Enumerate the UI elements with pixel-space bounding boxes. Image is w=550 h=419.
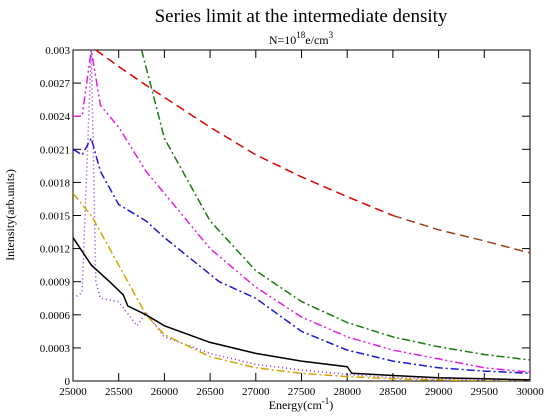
y-tick-label: 0.0003	[40, 343, 71, 355]
series-line	[140, 50, 530, 361]
y-axis-label: Intensity(arb.units)	[3, 169, 17, 261]
series-line	[73, 50, 530, 373]
subtitle-unit: e/cm	[305, 33, 329, 47]
y-tick-label: 0.0006	[40, 310, 71, 322]
subtitle-exp: 18	[296, 30, 306, 40]
series-line	[73, 136, 530, 375]
x-tick-label: 29000	[425, 386, 453, 398]
series-line	[73, 237, 530, 381]
x-tick-label: 27500	[288, 386, 316, 398]
chart-subtitle: N=1018e/cm3	[269, 30, 334, 47]
y-tick-label: 0.0027	[40, 78, 71, 90]
y-tick-label: 0.0024	[40, 111, 71, 123]
xlabel-base: Energy(cm	[269, 398, 323, 412]
xlabel-close: )	[329, 398, 333, 412]
y-tick-label: 0.0021	[40, 144, 70, 156]
y-tick-label: 0.0009	[40, 277, 71, 289]
series-line	[73, 192, 530, 381]
x-tick-label: 25000	[59, 386, 87, 398]
xlabel-exp: -1	[322, 396, 330, 406]
x-tick-label: 25500	[105, 386, 133, 398]
series-line	[73, 50, 530, 381]
x-tick-label: 30000	[516, 386, 544, 398]
y-tick-label: 0.003	[45, 45, 70, 57]
series-line	[392, 214, 530, 254]
x-tick-label: 29500	[471, 386, 499, 398]
y-tick-label: 0.0015	[40, 211, 71, 223]
x-tick-label: 26000	[151, 386, 179, 398]
y-tick-label: 0.0012	[40, 244, 70, 256]
plot-lines	[73, 50, 530, 381]
subtitle-unit-exp: 3	[329, 30, 334, 40]
x-tick-label: 27000	[242, 386, 270, 398]
x-axis-label: Energy(cm-1)	[269, 396, 334, 412]
chart-title: Series limit at the intermediate density	[155, 6, 448, 27]
y-tick-label: 0.0018	[40, 177, 71, 189]
series-line	[95, 50, 394, 217]
x-tick-label: 28000	[333, 386, 361, 398]
x-tick-label: 26500	[196, 386, 224, 398]
x-tick-label: 28500	[379, 386, 407, 398]
y-tick-label: 0	[65, 376, 71, 388]
subtitle-base: N=10	[269, 33, 296, 47]
